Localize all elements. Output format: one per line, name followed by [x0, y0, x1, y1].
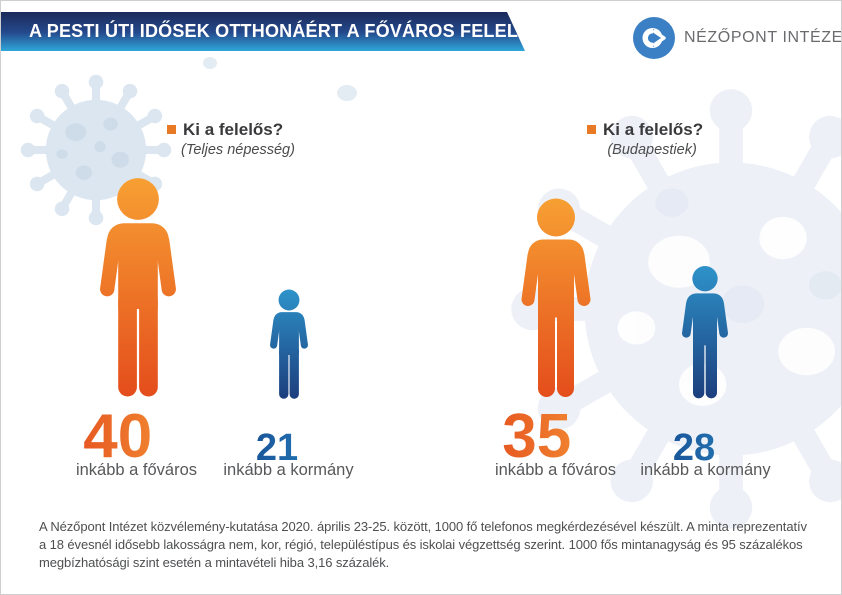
nezopont-eye-icon [633, 17, 675, 59]
label-kormany-left: inkább a kormány [223, 461, 354, 479]
legend-title-right: Ki a felelős? [603, 120, 704, 139]
legend-bullet-icon [587, 125, 596, 134]
person-figure-blue-right [665, 261, 745, 403]
virus-decoration-small-icon [7, 61, 185, 239]
legend-bullet-icon [167, 125, 176, 134]
logo-wordmark: NÉZŐPONT INTÉZET [684, 29, 842, 46]
legend-subtitle-left: (Teljes népesség) [181, 142, 295, 158]
value-fovaros-left: 40% [34, 402, 239, 468]
label-kormany-right: inkább a kormány [640, 461, 771, 479]
label-fovaros-right: inkább a főváros [494, 461, 617, 479]
background-blob [337, 85, 357, 101]
legend-subtitle-right: (Budapestiek) [607, 142, 697, 158]
person-figure-blue-left [256, 285, 322, 403]
page-title: A PESTI ÚTI IDŐSEK OTTHONÁÉRT A FŐVÁROS … [29, 21, 545, 41]
legend-left: Ki a felelős? (Teljes népesség) [167, 120, 295, 158]
methodology-note: A Nézőpont Intézet közvélemény-kutatása … [39, 519, 807, 570]
legend-title-left: Ki a felelős? [183, 120, 284, 139]
person-figure-orange-left [72, 171, 204, 403]
person-figure-orange-right [496, 192, 616, 403]
label-fovaros-left: inkább a főváros [75, 461, 198, 479]
nezopont-logo: NÉZŐPONT INTÉZET [633, 17, 842, 59]
background-blob [203, 57, 217, 69]
legend-right: Ki a felelős? (Budapestiek) [587, 120, 703, 158]
title-banner: A PESTI ÚTI IDŐSEK OTTHONÁÉRT A FŐVÁROS … [1, 12, 525, 51]
